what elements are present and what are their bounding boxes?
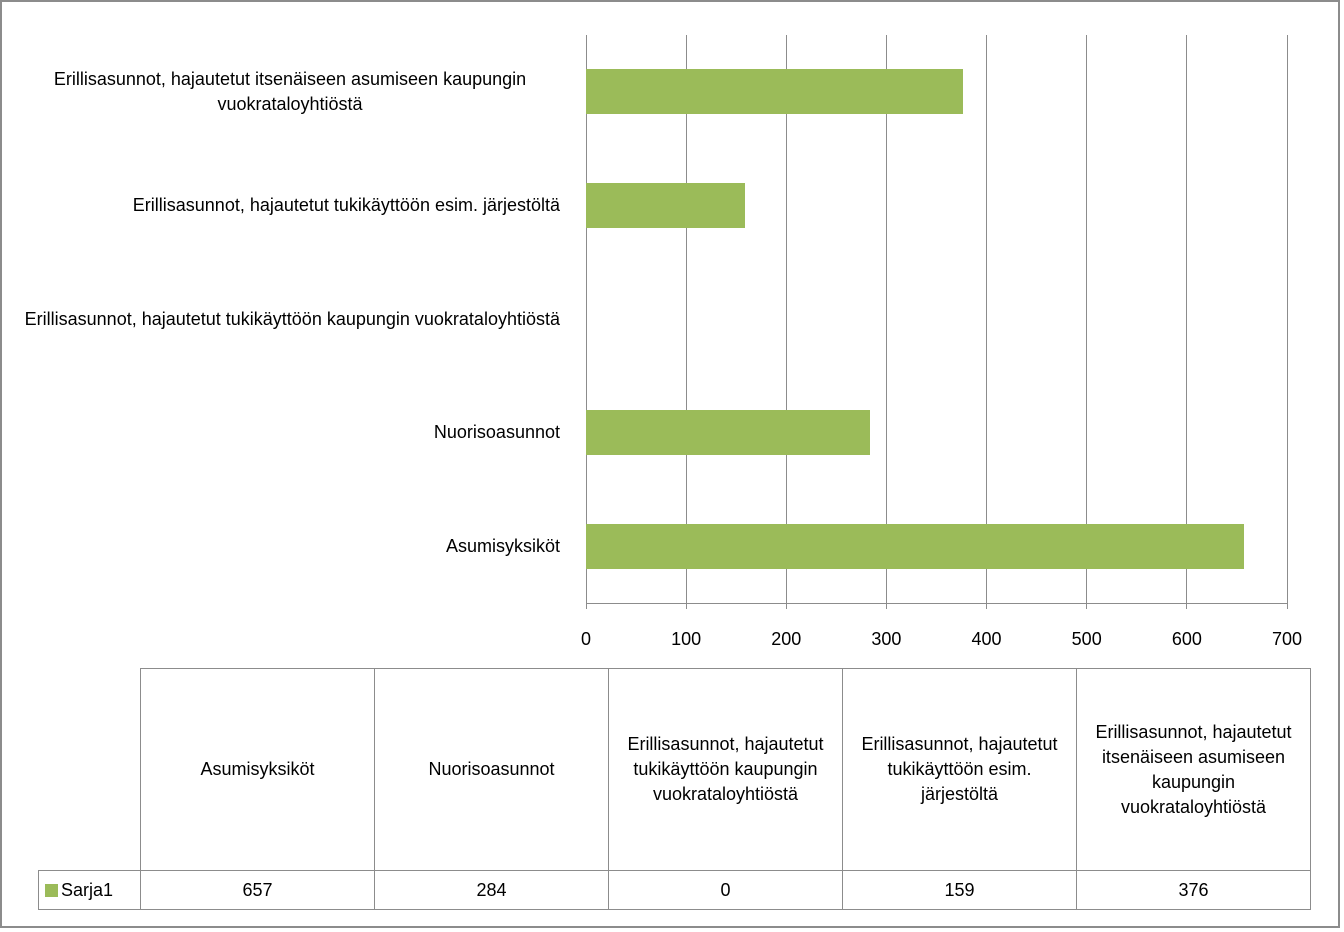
bar xyxy=(586,523,1244,569)
legend-cell: Sarja1 xyxy=(38,870,141,910)
table-value-cell: 376 xyxy=(1076,870,1311,910)
table-header-cell: Erillisasunnot, hajautetut tukikäyttöön … xyxy=(842,668,1077,871)
tick-mark xyxy=(685,603,687,609)
table-value-cell: 159 xyxy=(842,870,1077,910)
y-tick-label: Erillisasunnot, hajautetut tukikäyttöön … xyxy=(24,308,560,329)
grid-line xyxy=(1086,35,1088,603)
y-tick-label: Asumisyksiköt xyxy=(445,535,560,556)
tick-mark xyxy=(585,603,587,609)
table-value-cell: 657 xyxy=(140,870,375,910)
y-tick-label: Erillisasunnot, hajautetut tukikäyttöön … xyxy=(132,194,560,215)
tick-mark xyxy=(785,603,787,609)
grid-line xyxy=(1186,35,1188,603)
x-tick-label: 500 xyxy=(1071,629,1102,649)
table-header-cell: Asumisyksiköt xyxy=(140,668,375,871)
table-header-cell: Erillisasunnot, hajautetut itsenäiseen a… xyxy=(1076,668,1311,871)
bar xyxy=(586,182,746,228)
x-tick-label: 0 xyxy=(580,629,591,649)
tick-mark xyxy=(1186,603,1188,609)
legend-key xyxy=(45,883,58,897)
tick-mark xyxy=(986,603,988,609)
grid-line xyxy=(885,35,887,603)
table-header-cell: Erillisasunnot, hajautetut tukikäyttöön … xyxy=(608,668,843,871)
grid-line xyxy=(785,35,787,603)
y-tick-label: Erillisasunnot, hajautetut itsenäiseen a… xyxy=(53,68,527,114)
tick-mark xyxy=(885,603,887,609)
bar xyxy=(586,410,871,456)
table-value-cell: 284 xyxy=(374,870,609,910)
x-tick-label: 100 xyxy=(671,629,702,649)
table-value-cell: 0 xyxy=(608,870,843,910)
x-tick-label: 200 xyxy=(771,629,802,649)
y-tick-label: Nuorisoasunnot xyxy=(433,422,560,443)
grid-line xyxy=(685,35,687,603)
table-header-cell: Nuorisoasunnot xyxy=(374,668,609,871)
x-tick-label: 600 xyxy=(1171,629,1202,649)
x-tick-label: 300 xyxy=(871,629,902,649)
x-tick-label: 700 xyxy=(1271,629,1303,649)
grid-line xyxy=(986,35,988,603)
bar xyxy=(586,69,963,115)
x-axis xyxy=(586,602,1287,604)
x-tick-label: 400 xyxy=(971,629,1002,649)
grid-line xyxy=(1286,35,1288,603)
tick-mark xyxy=(1286,603,1288,609)
tick-mark xyxy=(1086,603,1088,609)
y-axis xyxy=(585,35,587,603)
legend-label: Sarja1 xyxy=(61,879,114,900)
